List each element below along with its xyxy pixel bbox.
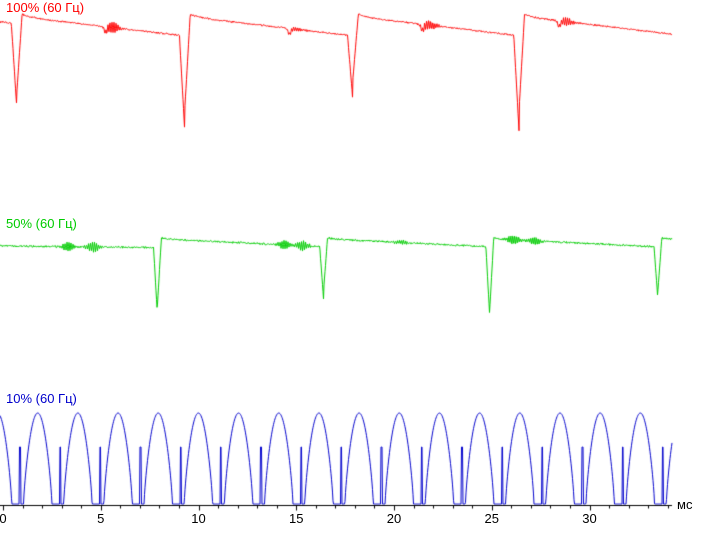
series-label-10-percent: 10% (60 Гц) bbox=[6, 391, 77, 406]
x-tick-label: 15 bbox=[289, 511, 304, 526]
x-tick-label: 30 bbox=[582, 511, 597, 526]
x-tick-label: 25 bbox=[484, 511, 499, 526]
series-label-100-percent: 100% (60 Гц) bbox=[6, 0, 85, 15]
x-tick-label: 10 bbox=[191, 511, 206, 526]
x-tick-label: 0 bbox=[0, 511, 7, 526]
series-label-50-percent: 50% (60 Гц) bbox=[6, 216, 77, 231]
x-tick-label: 20 bbox=[386, 511, 402, 526]
x-tick-label: 5 bbox=[97, 511, 105, 526]
x-axis-unit-label: мс bbox=[677, 497, 693, 512]
